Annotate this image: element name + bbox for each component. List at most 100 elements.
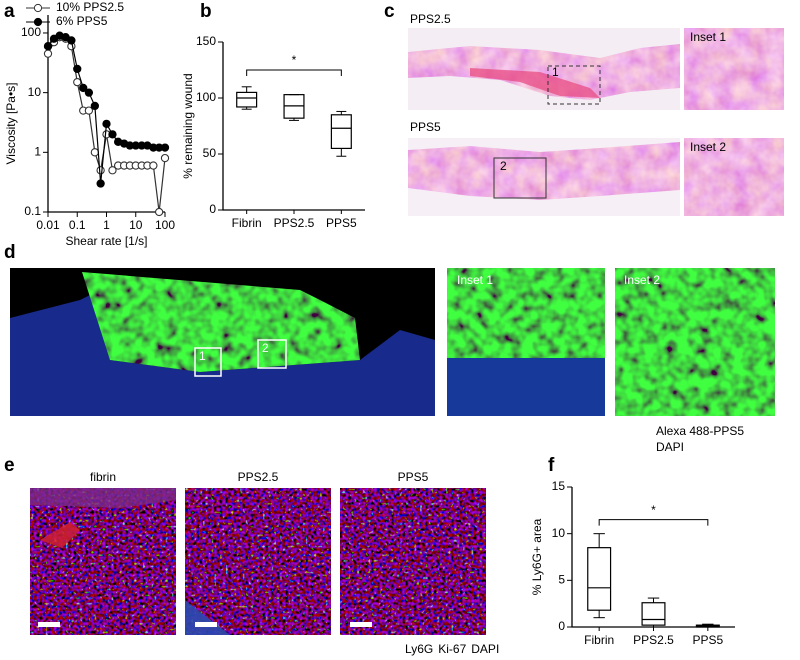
point [73,64,82,74]
scale-bar [38,622,60,627]
region-label: 1 [199,349,206,363]
axis [222,42,365,211]
micrograph [615,268,775,416]
legend-text: 10% PPS2.5 [56,0,124,14]
panel-c: PPS2.5 1 Inset 1 PPS5 2 Inset 2 [408,12,784,216]
image-title: PPS5 [398,470,429,484]
x-tick-label: PPS2.5 [274,216,315,230]
micrograph [30,488,176,635]
y-axis-label: % Ly6G+ area [530,518,544,595]
y-tick-label: 0 [558,619,565,633]
y-tick-label: 100 [196,90,216,104]
panel-label: f [548,455,555,476]
micrograph [185,488,331,635]
point [84,88,94,97]
point [73,77,82,87]
image-label: PPS2.5 [410,12,451,26]
scale-bar [350,622,372,627]
x-tick-label: 0.01 [36,218,60,232]
point [84,106,94,115]
region-label: 2 [262,341,269,355]
inset-label: Inset 1 [690,30,726,44]
legend-text: 6% PPS5 [56,14,108,28]
y-axis-label: % remaining wound [181,73,195,178]
point [149,161,158,170]
x-axis-label: Shear rate [1/s] [65,234,147,248]
tissue [408,44,680,100]
micrograph [684,28,784,110]
tissue-red [470,68,600,98]
x-tick-label: 1 [103,218,110,232]
legend-text: Alexa 488-PPS5 [656,424,744,438]
inset-green [447,268,605,358]
panel-label: e [4,455,15,476]
x-tick-label: PPS5 [692,633,723,647]
point [96,179,105,188]
region-label: 1 [552,65,559,79]
significance-label: * [292,53,297,67]
significance-bracket [598,519,709,526]
micrograph [684,138,784,216]
image-label: PPS5 [410,120,441,134]
point [67,36,76,45]
x-tick-label: 100 [155,218,175,232]
box [641,602,666,626]
micrograph [340,488,486,635]
panel-label: d [4,242,16,263]
inset-box [257,339,287,369]
x-tick-label: 10 [129,218,143,232]
tissue-red [40,522,80,548]
tissue-green [82,272,360,372]
significance-bracket [246,69,342,76]
point [160,153,170,163]
x-tick-label: 0.1 [69,218,86,232]
point [43,49,53,58]
x-tick-label: Fibrin [584,633,614,647]
box [236,91,258,108]
inset-box [493,157,547,199]
legend: Ly6G Ki-67 DAPI [405,642,499,656]
y-tick-label: 5 [558,573,565,587]
x-tick-label: PPS2.5 [633,633,674,647]
inset-label: Inset 1 [457,273,493,287]
inset-label: Inset 2 [690,140,726,154]
y-tick-label: 10 [552,526,566,540]
scale-bar [195,622,217,627]
y-tick-label: 15 [552,479,566,493]
x-tick-label: PPS5 [326,216,357,230]
y-axis-label: Viscosity [Pa•s] [4,82,18,164]
image-title: PPS2.5 [238,470,279,484]
tissue-blue [10,280,435,416]
legend-text: Ki-67 [438,642,466,656]
y-tick-label: 50 [203,146,217,160]
point [90,148,100,157]
legend-text: DAPI [656,440,684,454]
point [102,119,111,128]
point [108,166,117,175]
y-tick-label: 150 [196,34,216,48]
legend-text: Ly6G [405,642,433,656]
panel-d: 1 2 Inset 1 Inset 2 Alexa 488-PPS5 DAPI [10,268,775,454]
point [90,101,100,111]
legend: Alexa 488-PPS5 DAPI [656,424,744,454]
panel-label: c [384,1,395,22]
image-title: fibrin [90,470,116,484]
point [79,83,88,93]
point [160,143,170,152]
point [96,166,105,175]
inset-box [547,65,601,105]
region-label: 2 [500,159,507,173]
box [587,547,612,611]
series-line [47,35,165,184]
point [43,42,53,51]
tissue [408,142,680,200]
y-tick-label: 0.1 [24,204,41,218]
significance-label: * [651,503,656,517]
axis [47,15,165,213]
panel-label: b [200,1,212,22]
box [330,114,352,150]
y-tick-label: 100 [21,25,41,39]
inset-label: Inset 2 [624,273,660,287]
y-tick-label: 10 [28,85,42,99]
